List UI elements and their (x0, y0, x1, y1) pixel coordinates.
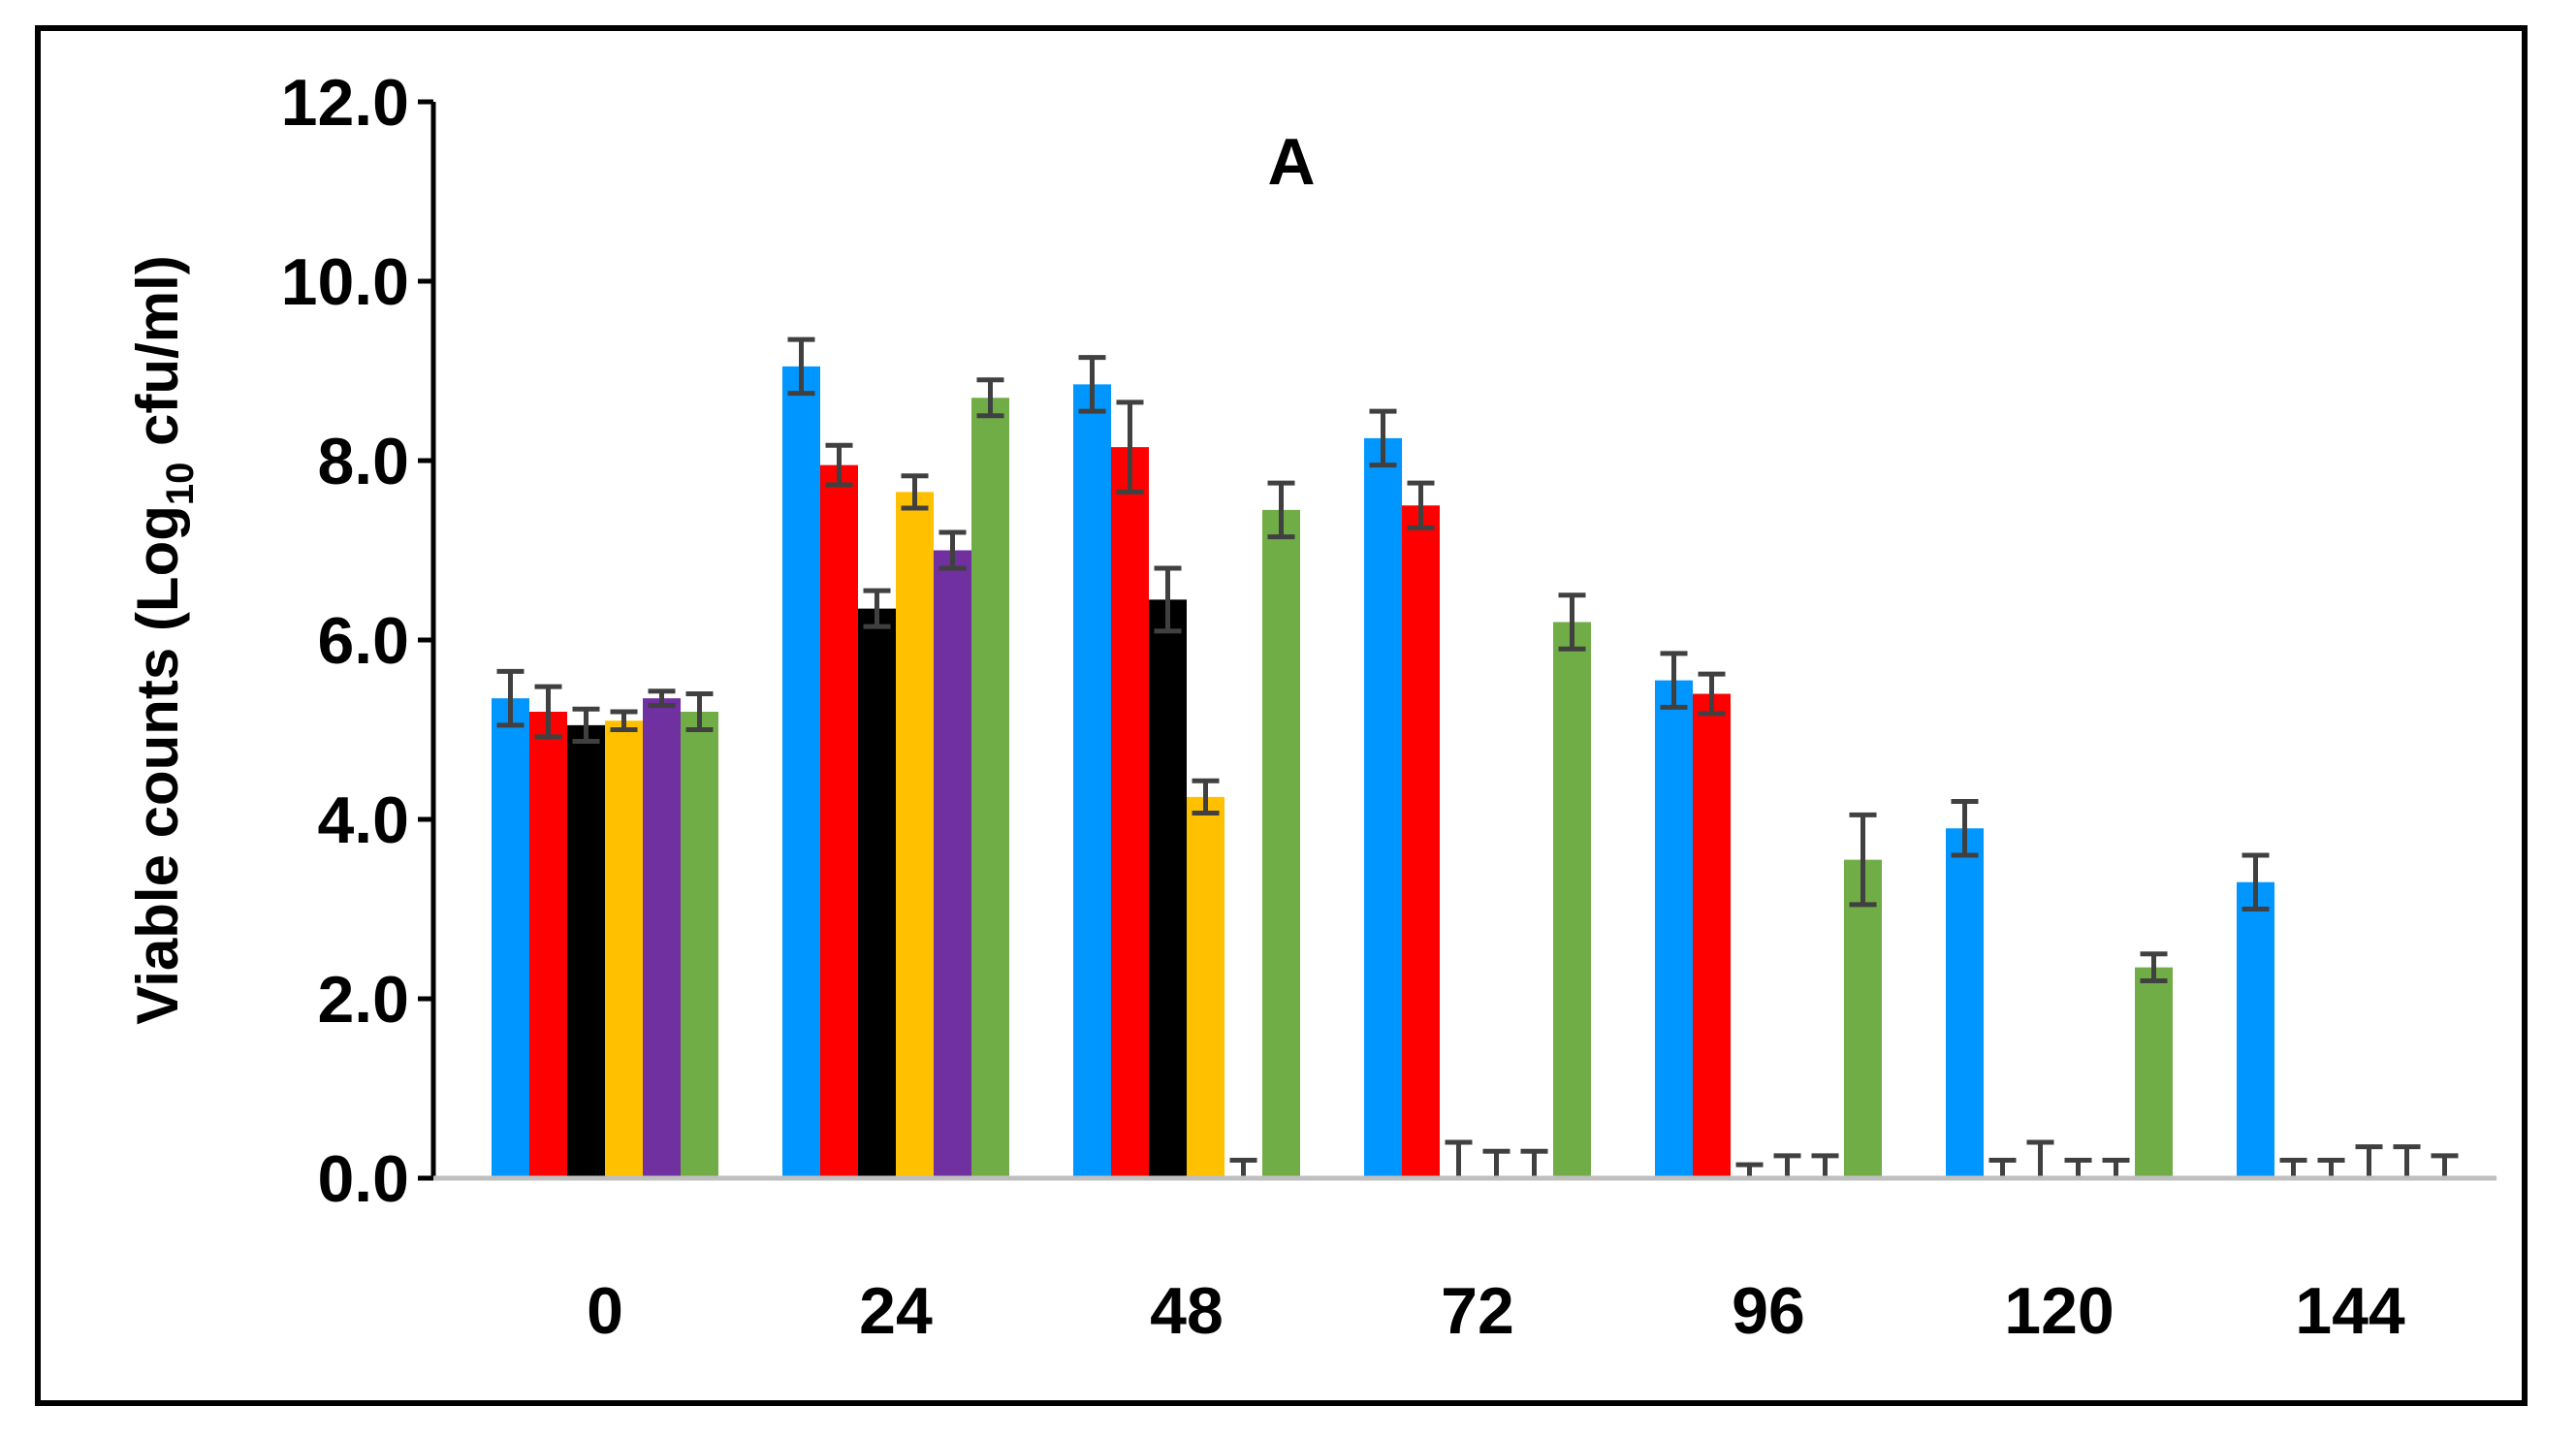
error-bar (2026, 1139, 2054, 1178)
bar (1073, 384, 1111, 1178)
bar (1364, 437, 1402, 1178)
bar (1187, 796, 1224, 1178)
error-bar (572, 706, 600, 745)
bar (1844, 859, 1882, 1178)
x-tick-label: 24 (859, 1274, 933, 1348)
bar (820, 464, 858, 1178)
error-bars-layer (496, 336, 2459, 1178)
bar (1655, 680, 1693, 1178)
error-bar (1116, 400, 1144, 495)
y-axis-label-units: cfu/ml) (125, 255, 190, 462)
error-bar (825, 442, 853, 488)
y-tick-label: 4.0 (317, 783, 409, 857)
error-bar (1698, 671, 1726, 717)
bar (1553, 622, 1591, 1178)
error-bar (685, 691, 714, 732)
bar (858, 608, 896, 1178)
x-tick-label: 96 (1732, 1274, 1805, 1348)
error-bar (1407, 480, 1435, 530)
x-axis-ticks: 0 24 48 72 96 120 144 (587, 1274, 2405, 1348)
y-axis-label: Viable counts (Log10 cfu/ml) (125, 255, 202, 1024)
bar (934, 550, 971, 1178)
error-bar (2355, 1144, 2383, 1178)
x-tick-label: 0 (587, 1274, 623, 1348)
x-tick-label: 48 (1150, 1274, 1224, 1348)
bar (1111, 447, 1149, 1178)
error-bar (901, 473, 929, 511)
error-bar (2317, 1158, 2345, 1178)
error-bar (1849, 812, 1877, 908)
bar (605, 720, 643, 1178)
error-bar (610, 709, 638, 732)
y-tick-label: 12.0 (281, 66, 409, 140)
error-bar (2242, 852, 2270, 911)
y-axis-label-main: Viable counts (Log (125, 505, 190, 1025)
y-axis-ticks: 0.0 2.0 4.0 6.0 8.0 10.0 12.0 (281, 66, 433, 1216)
bars-layer (492, 366, 2274, 1178)
error-bar (1558, 592, 1586, 652)
y-tick-label: 0.0 (317, 1142, 409, 1216)
error-bar (976, 377, 1004, 419)
error-bar (1988, 1158, 2017, 1178)
bar (1693, 693, 1731, 1178)
error-bar (2064, 1158, 2092, 1178)
error-bar (1229, 1158, 1257, 1178)
bar (567, 724, 605, 1178)
y-axis-label-subscript: 10 (159, 463, 202, 506)
error-bar (1369, 408, 1397, 468)
error-bar (1154, 565, 1182, 634)
error-bar (2431, 1153, 2459, 1178)
bar (1946, 828, 1984, 1178)
error-bar (496, 668, 525, 728)
error-bar (863, 588, 891, 629)
x-tick-label: 144 (2295, 1274, 2405, 1348)
bar (1262, 509, 1300, 1178)
error-bar (1267, 480, 1295, 540)
bar (681, 712, 718, 1178)
error-bar (534, 684, 562, 740)
bar (896, 492, 934, 1178)
y-tick-label: 10.0 (281, 245, 409, 319)
error-bar (648, 688, 676, 709)
error-bar (1773, 1153, 1801, 1178)
error-bar (2279, 1158, 2307, 1178)
error-bar (1811, 1153, 1839, 1178)
bar (2135, 967, 2173, 1178)
error-bar (1520, 1148, 1548, 1178)
error-bar (1951, 799, 1979, 858)
error-bar (1078, 355, 1106, 414)
bar (1402, 505, 1440, 1178)
y-tick-label: 8.0 (317, 425, 409, 498)
x-tick-label: 120 (2004, 1274, 2114, 1348)
x-tick-label: 72 (1441, 1274, 1514, 1348)
error-bar (787, 336, 815, 397)
error-bar (1192, 778, 1220, 816)
bar (1149, 599, 1187, 1178)
chart-title: A (1267, 125, 1315, 199)
error-bar (1482, 1148, 1511, 1178)
bar (643, 698, 681, 1178)
bar (2237, 881, 2274, 1178)
error-bar (2393, 1144, 2421, 1178)
y-tick-label: 2.0 (317, 963, 409, 1037)
y-tick-label: 6.0 (317, 604, 409, 678)
error-bar (2140, 951, 2168, 983)
error-bar (2102, 1158, 2130, 1178)
error-bar (938, 529, 967, 571)
bar (971, 398, 1009, 1178)
bar (529, 712, 567, 1178)
bar (492, 698, 529, 1178)
error-bar (1445, 1139, 1473, 1178)
error-bar (1660, 651, 1688, 710)
bar (782, 366, 820, 1178)
